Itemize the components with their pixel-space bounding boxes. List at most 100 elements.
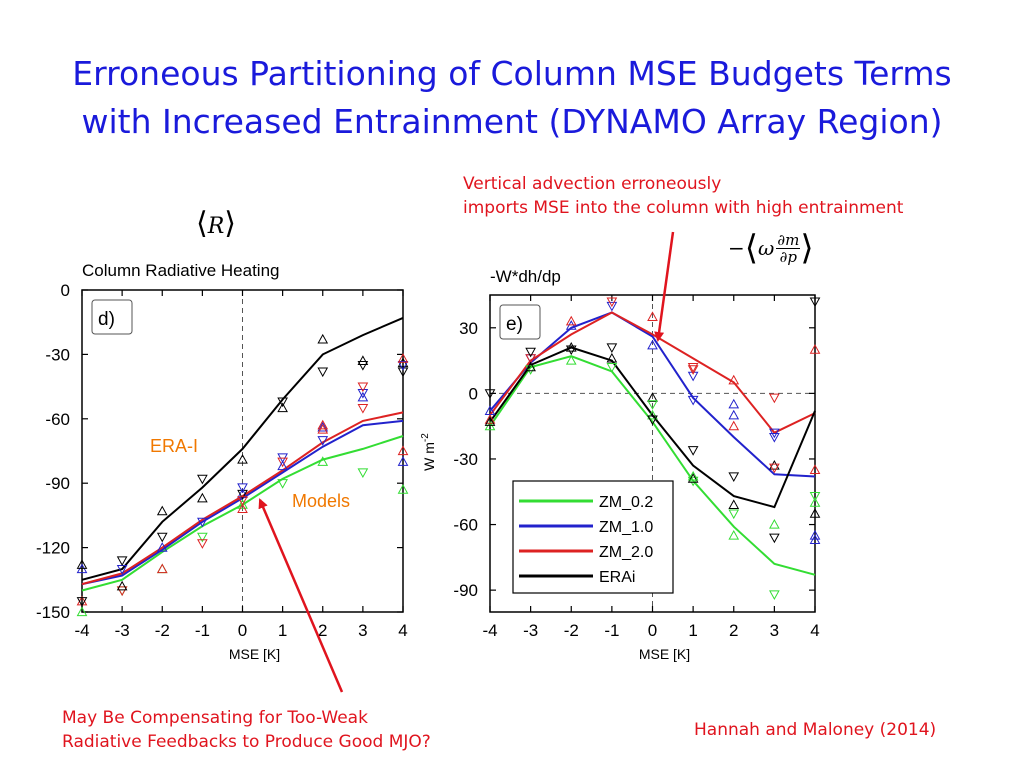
marker-zm02 — [606, 363, 618, 373]
math-fraction: ∂m ∂p — [776, 230, 801, 266]
marker-zm20 — [357, 403, 369, 414]
math-minus: − — [728, 236, 745, 260]
x-tick-label: 1 — [688, 621, 697, 640]
x-tick-label: 0 — [648, 621, 657, 640]
marker-zm02 — [647, 400, 658, 410]
marker-zm10 — [809, 534, 821, 544]
x-tick-label: -4 — [74, 621, 89, 640]
marker-zm20 — [484, 414, 496, 424]
marker-erai — [606, 352, 618, 363]
marker-zm02 — [687, 470, 699, 481]
marker-erai — [647, 415, 658, 426]
x-tick-label: 1 — [278, 621, 287, 640]
arrow-vertical-advection — [654, 231, 675, 342]
marker-zm02 — [357, 468, 369, 478]
series-markers — [484, 297, 821, 601]
marker-zm20 — [397, 353, 409, 363]
angle-left-icon: ⟨ — [196, 206, 208, 241]
marker-erai — [565, 341, 577, 352]
marker-erai — [317, 367, 329, 378]
marker-zm02 — [687, 476, 699, 487]
marker-zm20 — [237, 496, 248, 506]
x-tick-label: 2 — [729, 621, 738, 640]
annotation-compensating: May Be Compensating for Too-Weak Radiati… — [62, 706, 431, 754]
marker-zm10 — [156, 542, 168, 552]
x-tick-label: -1 — [195, 621, 210, 640]
slide-title-line-2: with Increased Entrainment (DYNAMO Array… — [81, 102, 943, 141]
label-models: Models — [292, 491, 350, 511]
y-tick-label: 0 — [469, 384, 478, 403]
marker-zm10 — [277, 460, 288, 471]
marker-zm02 — [237, 499, 248, 509]
x-axis-label: MSE [K] — [229, 646, 280, 662]
arrow-models — [258, 498, 344, 693]
marker-erai — [357, 361, 369, 371]
x-tick-label: -3 — [523, 621, 538, 640]
marker-zm10 — [357, 391, 369, 402]
math-fraction-den: ∂p — [779, 247, 798, 266]
marker-zm02 — [525, 365, 536, 375]
marker-erai — [687, 473, 699, 483]
marker-zm02 — [809, 497, 821, 507]
panel-label-box — [499, 304, 541, 340]
legend-label-zm10: ZM_1.0 — [599, 519, 653, 536]
marker-zm20 — [728, 420, 740, 431]
chart-title: -W*dh/dp — [490, 267, 561, 286]
marker-zm02 — [397, 484, 409, 494]
x-tick-label: 3 — [770, 621, 779, 640]
marker-zm20 — [525, 354, 536, 364]
marker-zm02 — [728, 529, 740, 540]
y-axis-label-exponent: -2 — [420, 433, 431, 442]
y-tick-label: -90 — [45, 474, 70, 493]
marker-erai — [484, 416, 496, 426]
series-line-zm02 — [489, 355, 816, 576]
annotation-vertical-advection-line-2: imports MSE into the column with high en… — [463, 198, 904, 218]
math-advection-term: − ⟨ ω ∂m ∂p ⟩ — [728, 228, 814, 268]
annotation-compensating-line-2: Radiative Feedbacks to Produce Good MJO? — [62, 732, 431, 752]
marker-zm10 — [606, 301, 618, 312]
marker-zm10 — [809, 529, 821, 540]
marker-erai — [156, 532, 168, 543]
math-r-symbol: R — [207, 214, 225, 239]
marker-erai — [116, 556, 128, 567]
marker-zm20 — [728, 374, 740, 385]
marker-zm20 — [156, 563, 168, 574]
y-tick-label: -90 — [453, 581, 478, 600]
marker-zm10 — [647, 339, 658, 350]
panel-label: d) — [98, 309, 115, 330]
marker-zm02 — [769, 519, 780, 529]
math-omega: ω — [758, 236, 775, 260]
x-tick-label: 3 — [358, 621, 367, 640]
y-tick-label: -60 — [45, 410, 70, 429]
marker-zm10 — [397, 361, 409, 371]
marker-zm20 — [116, 586, 128, 597]
chart-vertical-advection: -W*dh/dp e) -4 -3 -2 -1 0 1 2 3 4 30 0 -30 -60 -90 MS… — [420, 267, 821, 662]
marker-erai — [647, 392, 658, 402]
series-line-zm20 — [81, 411, 404, 586]
annotation-vertical-advection-line-1: Vertical advection erroneously — [463, 174, 722, 194]
marker-erai — [809, 508, 821, 518]
legend-label-zm20: ZM_2.0 — [599, 544, 653, 561]
series-line-erai — [81, 316, 404, 581]
label-era-i: ERA-I — [150, 436, 198, 456]
series-line-zm20 — [489, 311, 816, 434]
y-tick-label: 0 — [61, 281, 70, 300]
x-tick-label: 0 — [238, 621, 247, 640]
x-tick-label: -2 — [564, 621, 579, 640]
marker-erai — [116, 580, 128, 591]
marker-zm10 — [237, 483, 248, 494]
chart-title: Column Radiative Heating — [82, 261, 280, 280]
math-fraction-num: ∂m — [776, 230, 801, 249]
slide-title: Erroneous Partitioning of Column MSE Bud… — [0, 50, 1024, 146]
slide-title-line-1: Erroneous Partitioning of Column MSE Bud… — [72, 54, 952, 93]
marker-zm02 — [809, 492, 821, 502]
x-tick-label: -1 — [604, 621, 619, 640]
marker-zm02 — [76, 606, 88, 617]
x-tick-label: -2 — [155, 621, 170, 640]
marker-erai — [197, 474, 208, 485]
x-tick-label: 2 — [318, 621, 327, 640]
marker-zm20 — [397, 445, 409, 456]
panel-label-box — [91, 299, 133, 335]
panel-label: e) — [506, 314, 523, 335]
angle-right-icon: ⟩ — [224, 206, 237, 241]
